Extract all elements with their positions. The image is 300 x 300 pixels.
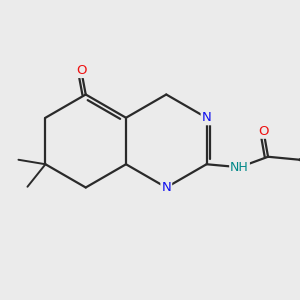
Text: NH: NH — [230, 161, 249, 174]
Text: N: N — [161, 181, 171, 194]
Text: O: O — [76, 64, 86, 77]
Text: N: N — [202, 111, 212, 124]
Text: O: O — [258, 125, 269, 138]
